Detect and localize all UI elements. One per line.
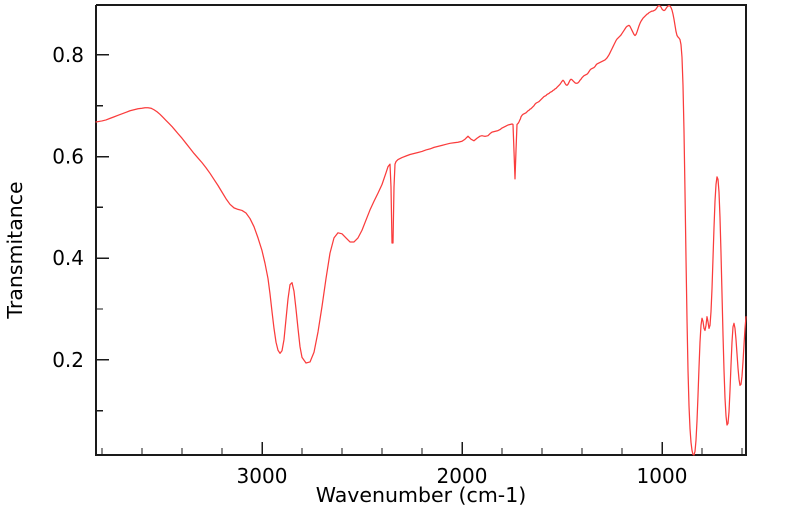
plot-frame — [95, 4, 747, 456]
y-axis-label: Transmitance — [3, 181, 27, 319]
x-axis-label: Wavenumber (cm-1) — [316, 483, 526, 507]
x-axis-tick-labels: 3000 2000 1000 — [237, 464, 688, 488]
y-tick-label: 0.4 — [52, 246, 84, 270]
axis-frame — [95, 4, 747, 456]
y-axis-tick-labels: 0.2 0.4 0.6 0.8 — [52, 43, 84, 372]
spectrum-trace-group — [95, 4, 747, 456]
x-tick-label: 2000 — [437, 464, 488, 488]
plot-background — [96, 5, 746, 455]
x-axis-ticks — [101, 442, 743, 455]
x-tick-label: 1000 — [637, 464, 688, 488]
y-tick-label: 0.2 — [52, 348, 84, 372]
y-tick-label: 0.6 — [52, 145, 84, 169]
spectrum-line — [95, 4, 747, 456]
y-tick-label: 0.8 — [52, 43, 84, 67]
y-axis-ticks — [96, 54, 109, 412]
x-tick-label: 3000 — [237, 464, 288, 488]
